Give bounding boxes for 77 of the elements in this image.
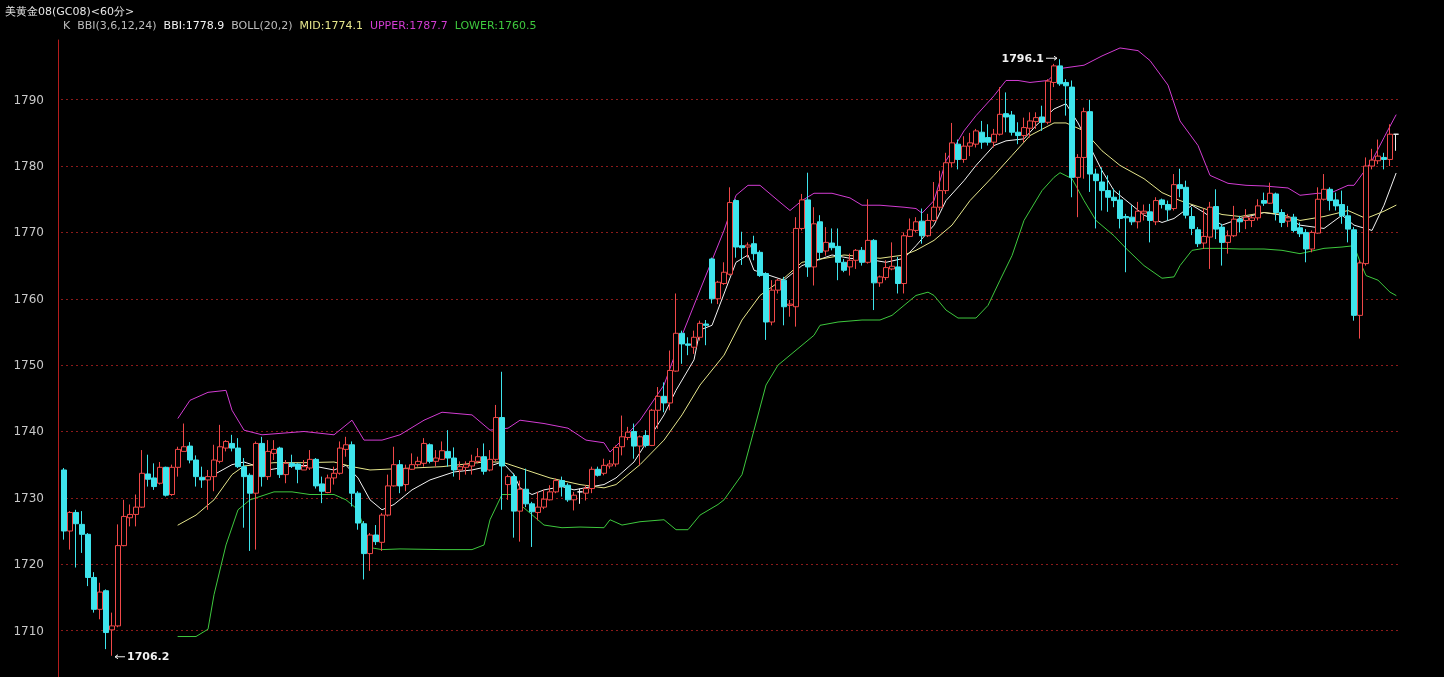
candlestick xyxy=(511,472,517,539)
candlestick xyxy=(67,510,73,551)
candlestick xyxy=(709,257,715,304)
candlestick xyxy=(103,588,109,650)
candlestick xyxy=(805,172,811,278)
text: BOLL(20,2) xyxy=(231,19,293,32)
y-tick-label: 1730 xyxy=(13,490,44,505)
candlestick xyxy=(157,461,163,486)
candlestick xyxy=(1261,192,1267,207)
y-tick-label: 1760 xyxy=(13,291,44,306)
candlestick xyxy=(1069,79,1075,198)
candlestick xyxy=(367,532,373,572)
candlestick xyxy=(955,139,961,170)
candlestick xyxy=(595,466,601,478)
candlestick xyxy=(1387,123,1393,167)
candlestick xyxy=(397,459,403,494)
candlestick xyxy=(427,442,433,464)
candlestick xyxy=(1147,203,1153,243)
candlestick xyxy=(1393,133,1399,152)
candlestick xyxy=(661,381,667,413)
text: BBI:1778.9 xyxy=(163,19,225,32)
candlestick xyxy=(817,214,823,261)
candlestick xyxy=(631,423,637,460)
candlestick xyxy=(859,246,865,267)
candlestick xyxy=(277,446,283,479)
candlestick xyxy=(1039,105,1045,132)
candlestick xyxy=(481,442,487,476)
candlestick xyxy=(97,582,103,620)
text: MID:1774.1 xyxy=(299,19,363,32)
candlestick xyxy=(505,474,511,501)
chart-title: 美黄金08(GC08)<60分> xyxy=(5,5,135,18)
candlestick xyxy=(865,198,871,265)
candlestick xyxy=(1153,196,1159,226)
y-tick-label: 1740 xyxy=(13,424,44,439)
text: LOWER:1760.5 xyxy=(454,19,537,32)
text: K xyxy=(63,19,71,32)
line-series xyxy=(177,172,1397,638)
candlestick xyxy=(1267,182,1273,205)
candlestick xyxy=(811,206,817,287)
candlestick xyxy=(895,256,901,294)
candlestick xyxy=(163,466,169,498)
candlestick xyxy=(1195,226,1201,248)
candlestick xyxy=(61,467,67,541)
annotation: 1796.1 xyxy=(1001,51,1044,65)
candlestick xyxy=(1171,173,1177,212)
candlestick xyxy=(253,440,259,551)
candlestick xyxy=(283,459,289,484)
y-tick-label: 1790 xyxy=(13,92,44,107)
candlestick xyxy=(745,241,751,259)
candlestick xyxy=(259,436,265,488)
candlestick xyxy=(871,238,877,311)
candlestick xyxy=(643,429,649,448)
candlestick xyxy=(637,434,643,466)
y-tick-label: 1770 xyxy=(13,225,44,240)
candlestick xyxy=(499,371,505,511)
annotation: 1706.2 xyxy=(127,650,170,664)
candlestick xyxy=(1189,206,1195,236)
candlestick xyxy=(373,524,379,546)
y-tick-label: 1720 xyxy=(13,557,44,572)
text: UPPER:1787.7 xyxy=(369,19,448,32)
candlestick xyxy=(199,466,205,489)
candlestick xyxy=(1285,213,1291,228)
text: BBI(3,6,12,24) xyxy=(77,19,157,32)
candlestick xyxy=(517,480,523,543)
candlestick xyxy=(703,319,709,346)
y-tick-label: 1780 xyxy=(13,159,44,174)
candlestick xyxy=(1381,152,1387,170)
candlestick xyxy=(73,509,79,569)
candlestick xyxy=(571,491,577,511)
candlestick xyxy=(577,488,583,505)
candlestick xyxy=(1237,215,1243,233)
candlestick xyxy=(919,208,925,245)
y-tick-label: 1750 xyxy=(13,358,44,373)
line-series xyxy=(177,47,1397,453)
candlestick xyxy=(781,276,787,326)
candlestick xyxy=(823,226,829,257)
y-tick-label: 1710 xyxy=(13,623,44,638)
